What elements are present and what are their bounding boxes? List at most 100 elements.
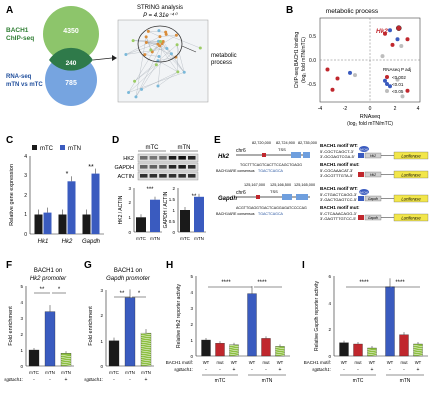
blot-band — [168, 174, 177, 178]
e-motif-wt-2a: 5'-CTGACTCAGG-3' — [320, 192, 357, 197]
d-rytick-3: 1.5 — [169, 197, 176, 202]
e-site-box-1 — [358, 153, 364, 158]
e-motif-mut-1b: 3'-GCGTTTGTA-5' — [320, 173, 353, 178]
bar — [201, 339, 211, 357]
panel-c: C mTC mTN 0 1 2 3 4 Relative gene expres… — [6, 135, 104, 245]
venn-chipseq-label-2: ChIP-seq — [6, 35, 34, 42]
network-edge — [134, 44, 178, 82]
b-xtick-2: 0 — [369, 106, 372, 112]
e-motif-wt-2b: 3'-GACTGAGTCC-5' — [320, 197, 357, 202]
bar-hatch — [140, 343, 152, 346]
bar — [43, 212, 52, 235]
g-ylabel: Fold enrichment — [88, 306, 94, 346]
scatter-point — [330, 87, 335, 92]
i-motif-label: BACH1 motif: — [304, 360, 331, 365]
e-cons-label-1: BACH1/ARE consensus — [216, 169, 255, 173]
venn-chipseq-label: BACH1 — [6, 27, 29, 34]
b-legend-0: <0.002 — [392, 75, 406, 80]
bar-hatch — [140, 337, 152, 340]
bar-hatch — [413, 347, 423, 350]
bar-hatch — [229, 347, 239, 350]
e-bach1-protein-label-2: BACH1 — [360, 191, 369, 195]
e-tss-2: TSS — [270, 189, 278, 194]
b-xtick-3: 2 — [394, 106, 397, 112]
venn-count-top: 4350 — [63, 28, 79, 35]
h-ytick-0: 0 — [190, 354, 193, 359]
hk2-label: Hk2 — [376, 28, 388, 35]
venn-rnaseq-label-2: mTN vs mTC — [6, 82, 43, 88]
scatter-point — [388, 84, 392, 89]
network-edge — [157, 60, 178, 73]
c-xlabel-hk2: Hk2 — [62, 239, 73, 245]
motif-label: WT — [249, 360, 256, 365]
bar — [108, 340, 120, 367]
g-sg-label: sgBach1: — [84, 377, 104, 382]
b-ylabel: ChIP-seq BACH1 binding — [294, 32, 300, 89]
f-title: BACH1 on — [34, 268, 62, 274]
bar-hatch — [413, 344, 423, 347]
f-star-2: * — [58, 287, 61, 293]
sg-value: - — [357, 367, 359, 373]
h-ytick-4: 4 — [190, 290, 193, 295]
scatter-point-hk2 — [395, 25, 402, 31]
c-legend-swatch-mtn — [60, 145, 65, 150]
d-rytick-4: 2 — [172, 186, 175, 191]
i-sg-label: sgBach1: — [312, 367, 332, 372]
panel-d: D mTC mTN HK2 GAPDH ACTIN 0 1 2 3 0 0.5 … — [112, 135, 206, 241]
panel-letter-b: B — [286, 5, 293, 16]
b-legend-1: <0.01 — [392, 82, 404, 87]
scatter-point — [353, 73, 357, 78]
bar-hatch — [60, 354, 72, 357]
e-bach1-site-1 — [262, 153, 266, 157]
bar-hatch — [140, 359, 152, 362]
b-legend-dot-1 — [385, 82, 389, 86]
string-title: STRING analysis — [137, 5, 183, 11]
network-edge — [135, 64, 157, 98]
e-exon-2 — [303, 152, 310, 158]
g-ytick-1: 1 — [100, 339, 103, 344]
scatter-points — [325, 25, 410, 99]
bar-hatch — [140, 335, 152, 338]
e-luc-label-3: Luciferase — [401, 197, 421, 202]
network-node — [143, 53, 147, 57]
network-edge — [159, 35, 177, 37]
i-group-mtn: mTN — [400, 378, 411, 384]
e-site-box-4 — [358, 215, 364, 220]
bar-hatch — [140, 346, 152, 349]
blot-band — [149, 156, 158, 160]
e-motif-wt-1b: 3'-GCGAGTCGA-5' — [320, 154, 355, 159]
i-ylabel: Relative Gapdh reporter activity — [314, 280, 320, 351]
g-star-2: * — [138, 291, 141, 297]
network-node — [182, 70, 186, 74]
sg-value: + — [371, 367, 374, 373]
network-node — [134, 95, 138, 99]
d-left-ylabel: HK2 / ACTIN — [118, 195, 124, 224]
network-node — [124, 53, 128, 57]
network-node — [149, 48, 153, 52]
blot-band — [178, 156, 186, 160]
b-legend-dot-2 — [385, 89, 389, 93]
e-exon-3 — [282, 194, 292, 200]
sg-value: - — [343, 367, 345, 373]
i-stars-2: **** — [395, 280, 405, 286]
scatter-point — [325, 67, 330, 72]
panel-letter-c: C — [6, 135, 13, 146]
g-x-1: mTN — [125, 370, 135, 375]
d-rx-mtc: mTC — [180, 236, 190, 241]
sg-value: - — [265, 367, 267, 373]
sg-value: - — [251, 367, 253, 373]
sg-value: + — [233, 367, 236, 373]
panel-b: B metabolic process Hk2 0.5 0.0 -0.5 -4 … — [286, 5, 421, 127]
e-motif-mut-2b: 3'-GAGTTTGTCC-5' — [320, 216, 356, 221]
g-star-1: ** — [120, 291, 125, 297]
network-node — [158, 35, 162, 39]
blot-band — [188, 165, 196, 169]
h-x-labels: WT - mut - WT + WT - mut - WT + — [203, 360, 284, 373]
e-cons-label-2: BACH1/ARE consensus — [216, 212, 255, 216]
scatter-point — [380, 54, 385, 59]
panel-letter-d: D — [112, 135, 119, 146]
blot-band — [168, 165, 177, 169]
d-rytick-1: 0.5 — [169, 219, 176, 224]
venn-count-overlap: 240 — [66, 60, 77, 67]
scatter-point — [395, 77, 400, 82]
